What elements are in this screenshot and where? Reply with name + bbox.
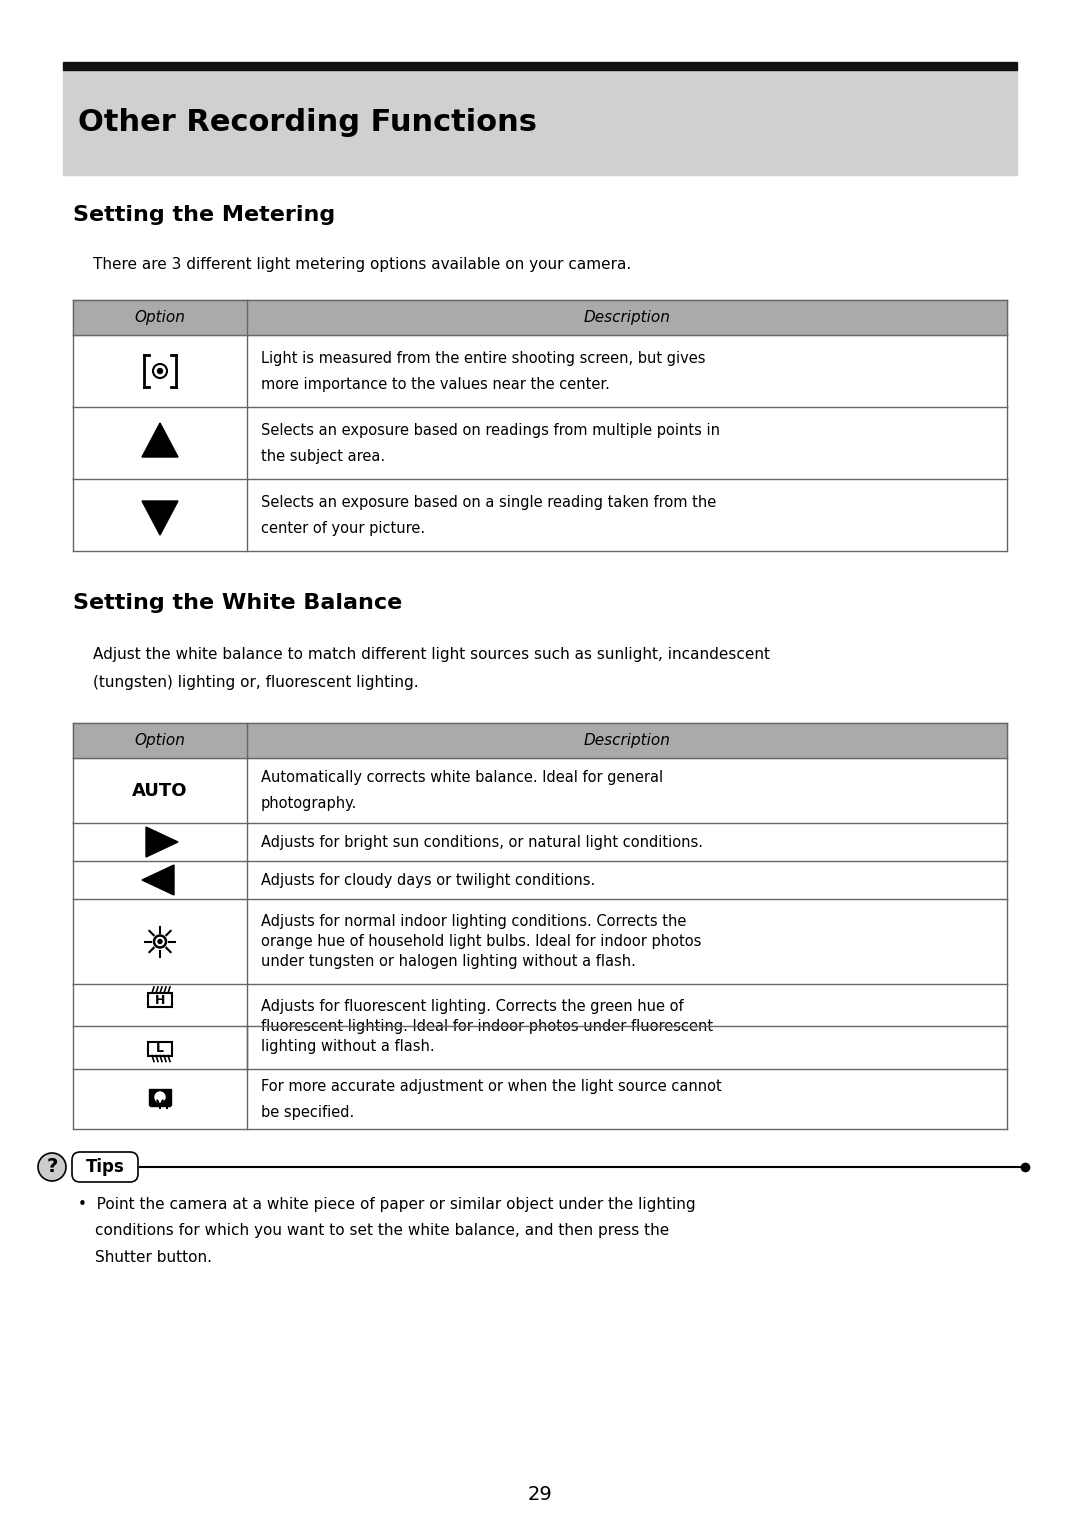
Text: For more accurate adjustment or when the light source cannot: For more accurate adjustment or when the… — [261, 1078, 721, 1093]
Polygon shape — [141, 864, 174, 895]
Text: fluorescent lighting. Ideal for indoor photos under fluorescent: fluorescent lighting. Ideal for indoor p… — [261, 1019, 713, 1034]
Text: Shutter button.: Shutter button. — [95, 1249, 212, 1264]
Text: Adjust the white balance to match different light sources such as sunlight, inca: Adjust the white balance to match differ… — [93, 647, 770, 663]
Text: 29: 29 — [528, 1486, 552, 1504]
Text: Option: Option — [135, 310, 186, 325]
Bar — [63, 70, 1017, 176]
Bar — [73, 299, 1007, 334]
Text: There are 3 different light metering options available on your camera.: There are 3 different light metering opt… — [93, 258, 631, 272]
Circle shape — [158, 368, 162, 374]
Text: be specified.: be specified. — [261, 1104, 354, 1119]
Bar — [73, 334, 1007, 408]
Text: center of your picture.: center of your picture. — [261, 521, 426, 536]
Text: Adjusts for bright sun conditions, or natural light conditions.: Adjusts for bright sun conditions, or na… — [261, 834, 703, 849]
Polygon shape — [141, 423, 178, 457]
Text: Selects an exposure based on a single reading taken from the: Selects an exposure based on a single re… — [261, 495, 716, 510]
Bar — [63, 63, 1017, 70]
Bar — [73, 983, 1007, 1026]
Text: orange hue of household light bulbs. Ideal for indoor photos: orange hue of household light bulbs. Ide… — [261, 935, 701, 948]
Text: (tungsten) lighting or, fluorescent lighting.: (tungsten) lighting or, fluorescent ligh… — [93, 675, 419, 690]
Bar — [73, 1069, 1007, 1128]
Text: Other Recording Functions: Other Recording Functions — [78, 108, 537, 137]
Text: Description: Description — [583, 310, 671, 325]
Text: conditions for which you want to set the white balance, and then press the: conditions for which you want to set the… — [95, 1223, 670, 1238]
Bar — [73, 899, 1007, 983]
Bar — [73, 1026, 1007, 1069]
Text: the subject area.: the subject area. — [261, 449, 386, 464]
Text: Automatically corrects white balance. Ideal for general: Automatically corrects white balance. Id… — [261, 770, 663, 785]
FancyBboxPatch shape — [72, 1151, 138, 1182]
Bar — [73, 861, 1007, 899]
Circle shape — [156, 1092, 165, 1102]
Polygon shape — [146, 828, 178, 857]
Text: Setting the White Balance: Setting the White Balance — [73, 592, 402, 612]
Bar — [150, 1092, 170, 1106]
Text: •  Point the camera at a white piece of paper or similar object under the lighti: • Point the camera at a white piece of p… — [78, 1197, 696, 1212]
Text: H: H — [154, 994, 165, 1006]
Text: L: L — [156, 1041, 164, 1055]
Polygon shape — [141, 501, 178, 534]
Text: Adjusts for fluorescent lighting. Corrects the green hue of: Adjusts for fluorescent lighting. Correc… — [261, 999, 684, 1014]
Bar — [148, 993, 172, 1006]
Text: Adjusts for normal indoor lighting conditions. Corrects the: Adjusts for normal indoor lighting condi… — [261, 915, 687, 928]
Bar — [73, 479, 1007, 551]
Text: ?: ? — [46, 1157, 57, 1176]
Text: AUTO: AUTO — [132, 782, 188, 800]
Circle shape — [156, 1093, 164, 1102]
Bar — [148, 1041, 172, 1055]
Text: Description: Description — [583, 733, 671, 748]
Text: Adjusts for cloudy days or twilight conditions.: Adjusts for cloudy days or twilight cond… — [261, 872, 595, 887]
Text: photography.: photography. — [261, 796, 357, 811]
Text: under tungsten or halogen lighting without a flash.: under tungsten or halogen lighting witho… — [261, 954, 636, 970]
Text: Setting the Metering: Setting the Metering — [73, 205, 335, 224]
Bar — [73, 823, 1007, 861]
Circle shape — [158, 939, 162, 944]
Text: more importance to the values near the center.: more importance to the values near the c… — [261, 377, 610, 391]
Text: Tips: Tips — [85, 1157, 124, 1176]
Bar — [73, 408, 1007, 479]
Bar — [73, 757, 1007, 823]
Text: lighting without a flash.: lighting without a flash. — [261, 1038, 434, 1054]
Text: Light is measured from the entire shooting screen, but gives: Light is measured from the entire shooti… — [261, 351, 705, 365]
Text: Option: Option — [135, 733, 186, 748]
Bar — [73, 722, 1007, 757]
Bar — [149, 1089, 171, 1106]
Circle shape — [38, 1153, 66, 1180]
Text: Selects an exposure based on readings from multiple points in: Selects an exposure based on readings fr… — [261, 423, 720, 438]
